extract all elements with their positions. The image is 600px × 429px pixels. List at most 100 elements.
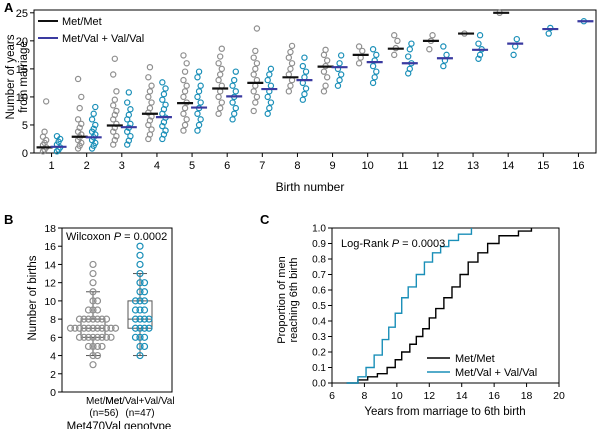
panel-c-ytick-label: 1.0 (312, 224, 326, 235)
legend-metval-label: Met/Val + Val/Val (62, 33, 144, 45)
metval-point (160, 90, 168, 98)
metval-point (301, 54, 308, 61)
metmet-point (216, 53, 224, 60)
metval-birth-point (145, 315, 153, 323)
metval-point (371, 74, 378, 81)
metmet-point (148, 126, 155, 133)
metmet-point (76, 124, 83, 131)
metmet-birth-point (84, 315, 93, 323)
metmet-birth-point (89, 324, 97, 332)
metval-birth-point (140, 306, 149, 314)
metmet-point (287, 65, 294, 73)
metmet-point (39, 133, 47, 140)
metval-point (124, 99, 131, 106)
metval-birth-point (140, 315, 149, 323)
metval-birth-point (136, 351, 144, 360)
metmet-birth-point (89, 297, 97, 305)
metmet-birth-point (102, 315, 111, 323)
metmet-point (287, 48, 294, 56)
metval-birth-point (136, 242, 144, 250)
metval-birth-point (140, 297, 149, 305)
metval-point (92, 121, 99, 129)
metval-point (159, 122, 166, 130)
metmet-point (146, 104, 154, 112)
group-metval-n: (n=47) (125, 408, 154, 419)
panel-a-legend: Met/Met Met/Val + Val/Val (38, 16, 144, 45)
metval-point (197, 116, 204, 123)
metval-birth-point (136, 306, 144, 314)
metval-birth-point (136, 260, 144, 269)
panel-c-xtick-label: 12 (423, 390, 435, 402)
metval-point (230, 76, 238, 84)
metmet-point (285, 54, 293, 61)
metmet-point (429, 32, 436, 39)
metval-point (476, 51, 484, 59)
metval-point (547, 24, 554, 32)
metval-point (53, 148, 61, 155)
metmet-birth-point (89, 288, 97, 296)
panel-c-ylabel-line1: Proportion of men (276, 256, 288, 343)
metval-point (299, 96, 307, 103)
metval-point (160, 131, 168, 138)
group-metval-label: Met/Val+Val/Val (105, 396, 174, 407)
panel-b-ylabel: Number of births (27, 255, 39, 340)
metval-point (53, 132, 61, 140)
panel-a-ytick-label: 20 (16, 36, 28, 48)
panel-a-xtick-label: 5 (189, 160, 195, 172)
metval-birth-point (131, 306, 140, 314)
metmet-point (218, 65, 225, 73)
metval-point (195, 121, 203, 129)
metmet-point (215, 110, 222, 117)
metmet-point (253, 93, 261, 101)
metval-point (369, 62, 377, 70)
panel-a-xtick-label: 12 (432, 160, 444, 172)
metmet-point (41, 128, 48, 135)
metmet-birth-point (107, 333, 115, 341)
metval-birth-point (136, 342, 144, 351)
panel-a-ytick-label: 15 (16, 64, 28, 76)
metmet-point (145, 93, 152, 101)
metval-point (194, 110, 201, 117)
metmet-birth-point (89, 351, 97, 360)
metmet-point (113, 107, 120, 115)
panel-c-ytick-label: 0.0 (312, 379, 326, 390)
metval-birth-point (136, 324, 144, 332)
metmet-birth-point (98, 342, 106, 351)
metmet-point (322, 82, 329, 89)
metval-point (373, 68, 380, 75)
metmet-birth-point (98, 333, 106, 341)
metmet-point (113, 132, 120, 140)
metmet-birth-point (80, 315, 88, 323)
metval-birth-point (145, 324, 153, 332)
metval-birth-point (140, 279, 149, 287)
metmet-point (42, 136, 50, 144)
metmet-point (111, 55, 119, 62)
panel-b-ytick-label: 10 (44, 296, 56, 308)
metval-point (373, 51, 380, 59)
metmet-birth-point (89, 269, 97, 278)
legend-metmet-label: Met/Met (62, 16, 102, 28)
metmet-point (110, 102, 117, 109)
metmet-birth-point (75, 333, 84, 341)
panel-c-frame (331, 227, 560, 384)
metmet-birth-point (102, 333, 111, 341)
metval-birth-point (136, 279, 144, 287)
panel-a-xtick-label: 15 (537, 160, 549, 172)
group-metmet-n: (n=56) (89, 408, 118, 419)
metmet-point (250, 54, 257, 61)
panel-c-ytick-label: 0.6 (312, 286, 326, 297)
metmet-point (216, 71, 224, 78)
panel-b-xtitle: Met470Val genotype (67, 421, 172, 429)
metval-point (337, 52, 345, 59)
panel-a-ytick-label: 5 (22, 120, 28, 132)
metval-point (264, 110, 271, 117)
metval-point (440, 43, 447, 50)
metmet-birth-point (93, 324, 102, 332)
metval-point (440, 62, 447, 70)
box (127, 300, 153, 329)
panel-b-ytick-label: 18 (44, 223, 56, 235)
metmet-birth-point (89, 306, 97, 314)
panel-a-xtick-label: 10 (362, 160, 374, 172)
metval-point (267, 82, 275, 89)
